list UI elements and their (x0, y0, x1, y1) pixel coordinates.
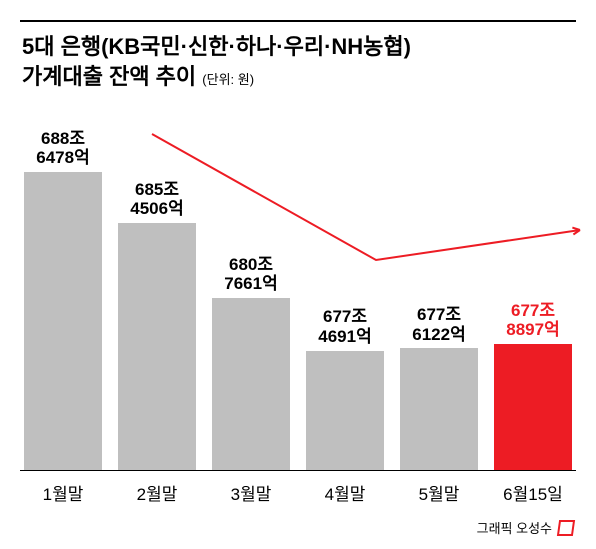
bar (494, 344, 572, 470)
title-line2: 가계대출 잔액 추이 (22, 64, 196, 89)
credit-logo-icon (557, 520, 575, 536)
bar-value-label: 685조4506억 (110, 180, 204, 219)
title-line1: 5대 은행(KB국민·신한·하나·우리·NH농협) (22, 32, 411, 62)
bar-value-label: 677조8897억 (486, 301, 580, 340)
x-axis-label: 5월말 (392, 480, 486, 505)
title-line2-wrap: 가계대출 잔액 추이 (단위: 원) (22, 62, 411, 92)
bar (400, 348, 478, 470)
x-axis-label: 3월말 (204, 480, 298, 505)
top-rule (20, 20, 576, 22)
credit: 그래픽 오성수 (477, 518, 574, 537)
unit-label: (단위: 원) (202, 72, 254, 87)
chart-title: 5대 은행(KB국민·신한·하나·우리·NH농협) 가계대출 잔액 추이 (단위… (22, 32, 411, 91)
bar (118, 223, 196, 470)
bar-value-label: 680조7661억 (204, 255, 298, 294)
bar-value-label: 677조6122억 (392, 305, 486, 344)
chart-baseline (20, 470, 576, 471)
x-axis-label: 2월말 (110, 480, 204, 505)
bar (306, 351, 384, 471)
bar-chart: 688조6478억1월말685조4506억2월말680조7661억3월말677조… (20, 150, 576, 470)
bar-value-label: 677조4691억 (298, 307, 392, 346)
x-axis-label: 6월15일 (486, 480, 580, 505)
x-axis-label: 4월말 (298, 480, 392, 505)
bar-value-label: 688조6478억 (16, 129, 110, 168)
credit-text: 그래픽 오성수 (477, 518, 552, 537)
x-axis-label: 1월말 (16, 480, 110, 505)
bar (212, 298, 290, 470)
bar (24, 172, 102, 470)
